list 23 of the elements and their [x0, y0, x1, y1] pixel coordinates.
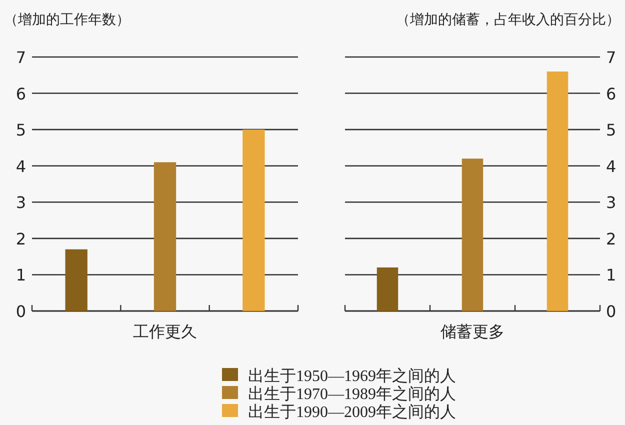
y-axis-title: （增加的工作年数）	[4, 12, 130, 28]
y-tick-label: 7	[16, 48, 26, 67]
y-tick-label: 6	[16, 84, 26, 104]
y-tick-label: 3	[606, 193, 616, 212]
y-tick-label: 7	[606, 48, 616, 67]
legend-label: 出生于1990—2009年之间的人	[248, 403, 456, 421]
legend-label: 出生于1950—1969年之间的人	[248, 367, 456, 385]
y-tick-label: 5	[606, 120, 616, 140]
y-tick-label: 2	[606, 229, 616, 248]
y-tick-label: 3	[16, 193, 26, 212]
y-tick-label: 0	[16, 302, 26, 321]
y-tick-label: 4	[16, 156, 26, 176]
y-tick-label: 1	[606, 266, 616, 285]
x-axis-title: 储蓄更多	[440, 322, 504, 341]
y-tick-label: 1	[16, 266, 26, 285]
x-axis-title: 工作更久	[133, 322, 197, 341]
y-tick-label: 6	[606, 84, 616, 104]
y-tick-label: 4	[606, 156, 616, 176]
y-tick-label: 5	[16, 120, 26, 140]
y-tick-label: 0	[606, 302, 616, 321]
y-axis-title: （增加的储蓄，占年收入的百分比）	[396, 12, 620, 28]
legend-label: 出生于1970—1989年之间的人	[248, 385, 456, 403]
y-tick-label: 2	[16, 229, 26, 248]
